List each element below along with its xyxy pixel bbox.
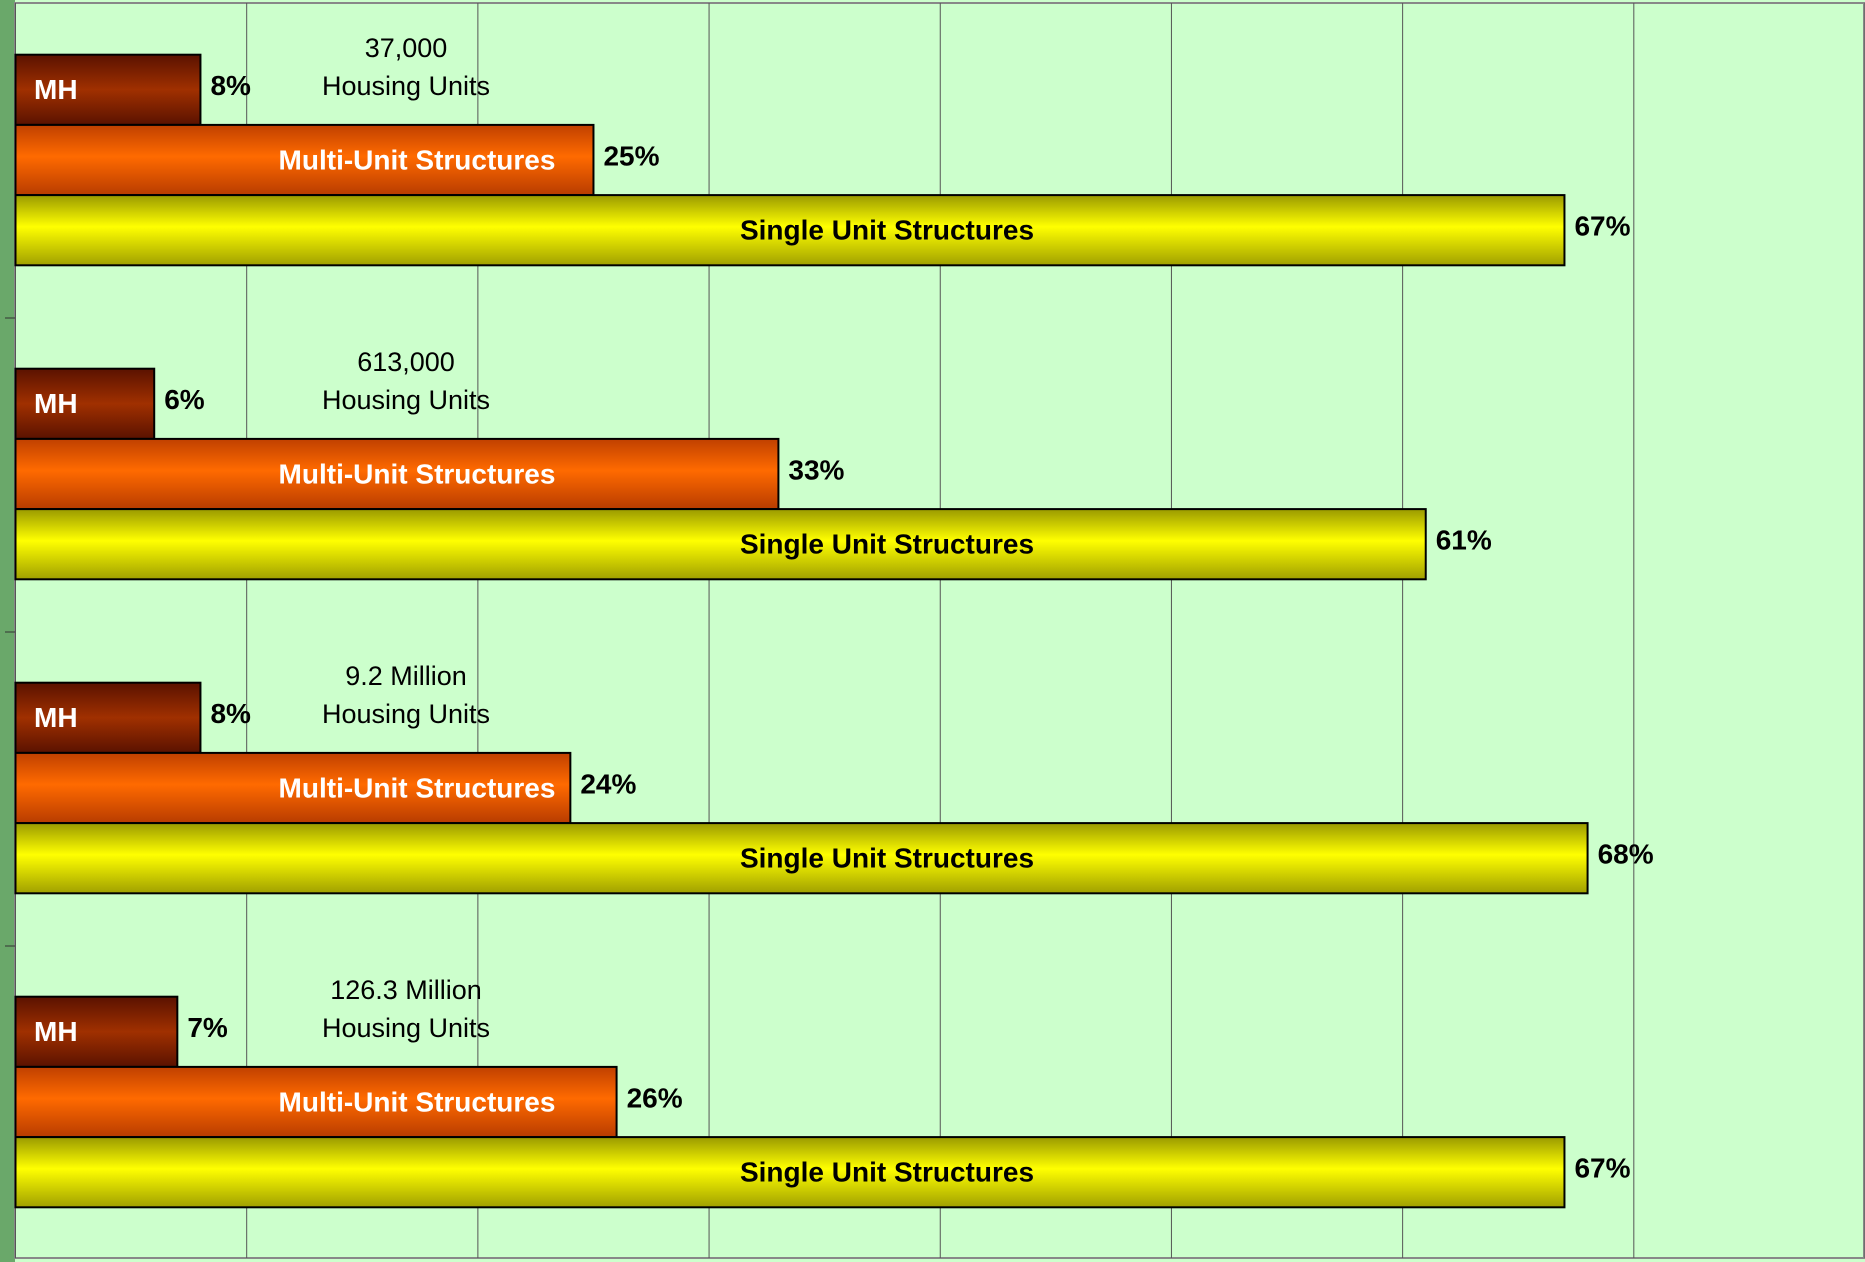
- group-label: 37,000 Housing Units: [321, 32, 491, 101]
- bar-series-label: Single Unit Structures: [740, 1157, 1034, 1188]
- value-label: 67%: [1574, 1153, 1630, 1184]
- bar: [14, 995, 179, 1068]
- value-label: 26%: [627, 1082, 683, 1113]
- bar: [14, 194, 1566, 267]
- value-label: 61%: [1436, 525, 1492, 556]
- value-label: 8%: [210, 698, 251, 729]
- value-label: 68%: [1598, 839, 1654, 870]
- bar-series-label: Multi-Unit Structures: [279, 144, 556, 175]
- value-label: 6%: [164, 384, 205, 415]
- bar: [14, 437, 780, 511]
- bar: [14, 508, 1427, 581]
- bar: [14, 822, 1589, 895]
- bar: [14, 367, 156, 440]
- bar-series-label: MH: [34, 388, 78, 419]
- value-label: 7%: [187, 1012, 228, 1043]
- bar-series-label: Single Unit Structures: [740, 215, 1034, 246]
- bar-series-label: MH: [34, 1016, 78, 1047]
- bar: [14, 681, 202, 754]
- bar: [14, 1065, 618, 1139]
- bar-series-label: Multi-Unit Structures: [279, 1086, 556, 1117]
- group-label: 126.3 Million Housing Units: [321, 974, 491, 1043]
- value-label: 33%: [788, 454, 844, 485]
- bar: [14, 123, 595, 197]
- bar-series-label: MH: [34, 702, 78, 733]
- value-label: 67%: [1574, 211, 1630, 242]
- bar-series-label: Single Unit Structures: [740, 529, 1034, 560]
- bar-series-label: Multi-Unit Structures: [279, 458, 556, 489]
- bar: [14, 53, 202, 126]
- bar: [14, 751, 572, 825]
- value-label: 25%: [603, 140, 659, 171]
- group-label: 613,000 Housing Units: [321, 346, 491, 415]
- value-label: 8%: [210, 70, 251, 101]
- bar-series-label: MH: [34, 74, 78, 105]
- left-strip: [0, 0, 15, 1262]
- bar-series-label: Multi-Unit Structures: [279, 772, 556, 803]
- bar-series-label: Single Unit Structures: [740, 843, 1034, 874]
- bar: [14, 1136, 1566, 1209]
- value-label: 24%: [580, 768, 636, 799]
- group-label: 9.2 Million Housing Units: [321, 660, 491, 729]
